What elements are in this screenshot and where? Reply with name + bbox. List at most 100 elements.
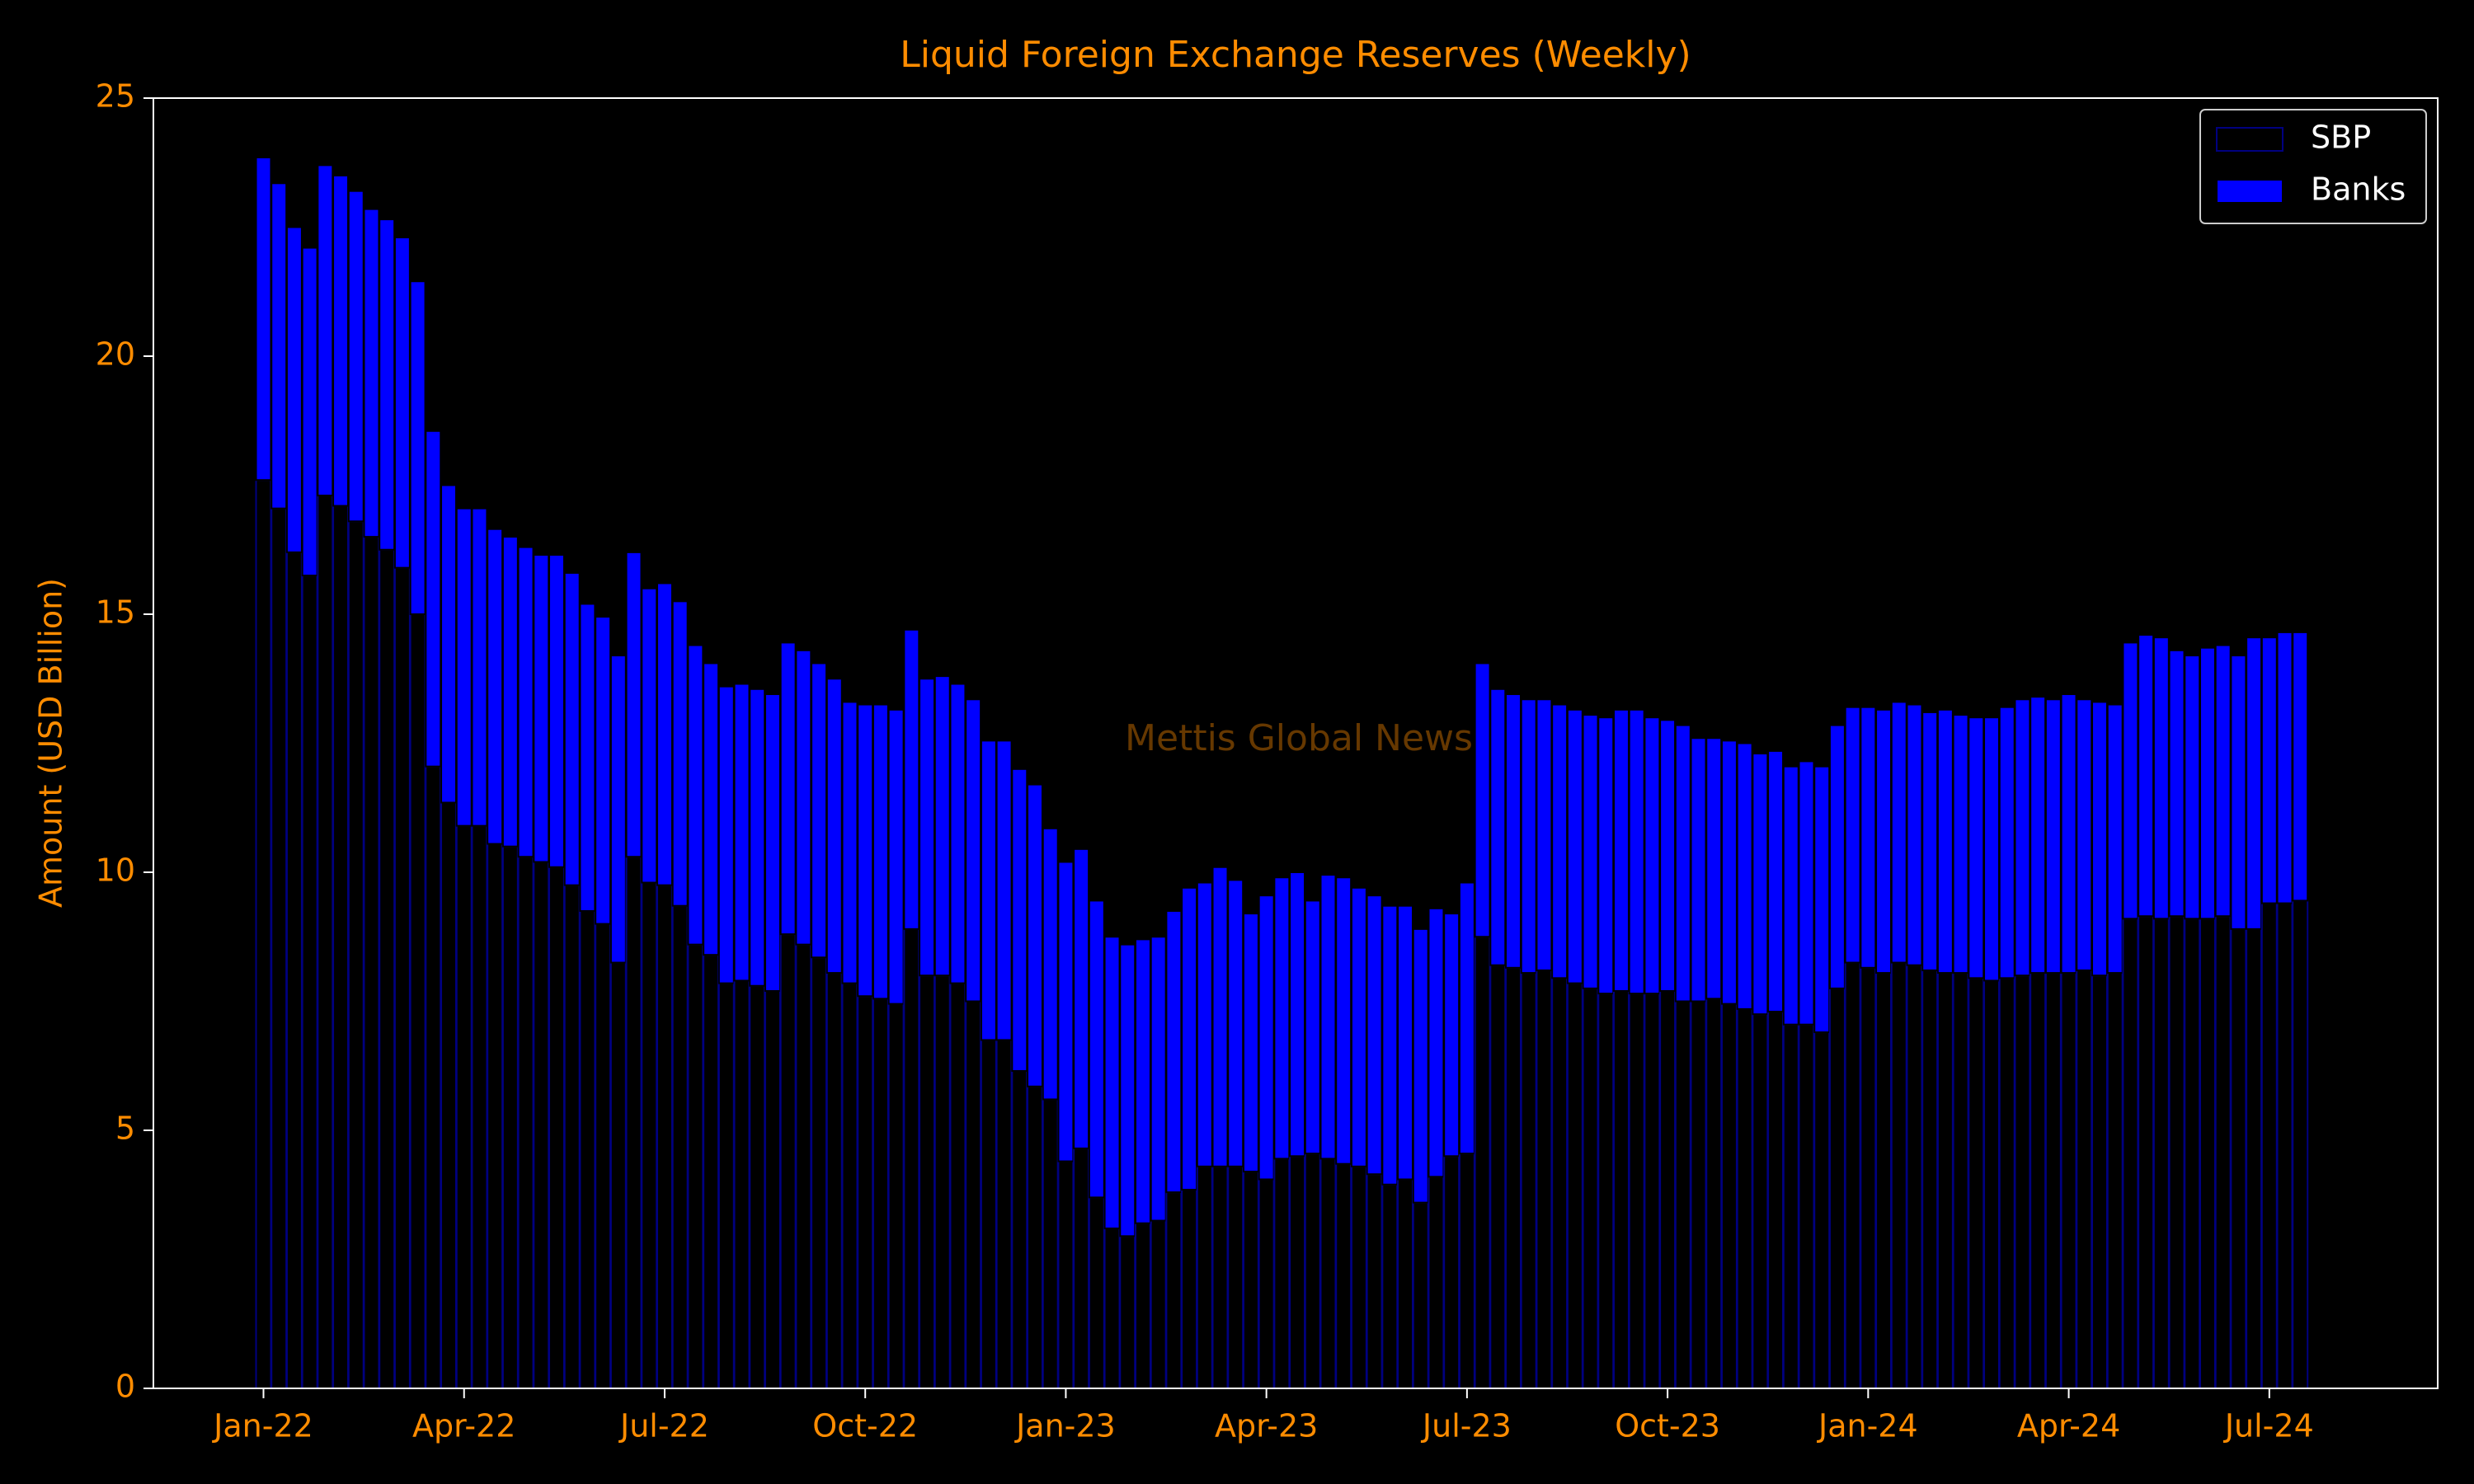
bar-segment bbox=[1520, 972, 1537, 1389]
bar-segment bbox=[548, 554, 565, 868]
bar-segment bbox=[2168, 649, 2185, 918]
bar-segment bbox=[1289, 871, 1306, 1158]
bar-segment bbox=[579, 909, 596, 1389]
bar-segment bbox=[347, 190, 365, 523]
bar-segment bbox=[1674, 1000, 1691, 1389]
bar-segment bbox=[1597, 716, 1615, 995]
bar-segment bbox=[609, 655, 627, 964]
bar-segment bbox=[1998, 977, 2015, 1389]
bar-segment bbox=[733, 979, 750, 1389]
bar-segment bbox=[1319, 1158, 1337, 1390]
bar-segment bbox=[1242, 913, 1259, 1173]
bar-segment bbox=[501, 536, 519, 848]
x-tick-label: Oct-22 bbox=[812, 1408, 918, 1444]
bar-segment bbox=[2106, 703, 2124, 974]
bar-segment bbox=[501, 845, 519, 1389]
bar-segment bbox=[887, 708, 905, 1005]
bar-segment bbox=[1968, 977, 1985, 1389]
bar-segment bbox=[1335, 876, 1352, 1165]
x-tick-label: Jul-24 bbox=[2223, 1408, 2314, 1444]
bar-segment bbox=[919, 678, 936, 977]
bar-segment bbox=[2292, 631, 2309, 902]
bar-segment bbox=[393, 237, 411, 569]
bar-segment bbox=[625, 551, 642, 858]
bar-segment bbox=[1103, 936, 1121, 1229]
bar-segment bbox=[1767, 749, 1785, 1013]
bar-segment bbox=[1165, 1191, 1183, 1389]
bar-segment bbox=[409, 280, 426, 615]
bar-segment bbox=[1720, 740, 1738, 1005]
bar-segment bbox=[1134, 938, 1151, 1224]
bar-segment bbox=[687, 644, 704, 946]
bar-segment bbox=[1304, 1153, 1321, 1390]
bar-segment bbox=[379, 548, 396, 1389]
bar-segment bbox=[2044, 698, 2062, 974]
bar-segment bbox=[1258, 895, 1275, 1181]
bar-segment bbox=[980, 740, 997, 1041]
bar-segment bbox=[1258, 1178, 1275, 1389]
bar-segment bbox=[764, 989, 781, 1389]
bar-segment bbox=[2091, 974, 2108, 1389]
bar-segment bbox=[2246, 636, 2263, 930]
bar-segment bbox=[1397, 1178, 1414, 1389]
bar-segment bbox=[270, 182, 288, 510]
bar-segment bbox=[2184, 918, 2201, 1389]
bar-segment bbox=[270, 507, 288, 1389]
bar-segment bbox=[1427, 907, 1445, 1178]
bar-segment bbox=[1736, 1007, 1753, 1389]
bar-segment bbox=[887, 1003, 905, 1389]
bar-segment bbox=[1906, 964, 1923, 1390]
bar-segment bbox=[965, 698, 982, 1003]
legend-label: Banks bbox=[2311, 171, 2406, 208]
bar-segment bbox=[1983, 716, 2001, 982]
bar-segment bbox=[2060, 972, 2077, 1389]
bar-segment bbox=[841, 982, 858, 1389]
bar-segment bbox=[1551, 703, 1569, 979]
bar-segment bbox=[1011, 1070, 1028, 1389]
bar-segment bbox=[965, 1000, 982, 1389]
bar-segment bbox=[1705, 737, 1723, 1000]
bar-segment bbox=[1057, 1160, 1075, 1390]
bar-segment bbox=[1983, 979, 2001, 1389]
bar-segment bbox=[656, 582, 673, 886]
bar-segment bbox=[255, 479, 272, 1389]
bar-segment bbox=[2214, 915, 2232, 1389]
bar-segment bbox=[2122, 918, 2139, 1389]
bar-segment bbox=[1073, 848, 1090, 1149]
bar-segment bbox=[1273, 1158, 1291, 1390]
bar-segment bbox=[1582, 987, 1599, 1389]
bar-segment bbox=[641, 587, 658, 884]
bar-segment bbox=[1566, 708, 1583, 984]
bar-segment bbox=[841, 701, 858, 984]
bar-segment bbox=[1813, 765, 1831, 1034]
bar-segment bbox=[2276, 902, 2293, 1390]
bar-segment bbox=[764, 693, 781, 992]
bar-segment bbox=[2014, 698, 2031, 977]
bar-segment bbox=[1196, 881, 1213, 1167]
bar-segment bbox=[1381, 1183, 1399, 1389]
bar-segment bbox=[857, 995, 874, 1389]
bar-segment bbox=[1644, 993, 1661, 1389]
x-tick-label: Oct-23 bbox=[1615, 1408, 1720, 1444]
bar-segment bbox=[1736, 742, 1753, 1010]
bar-segment bbox=[1674, 724, 1691, 1003]
bar-segment bbox=[1628, 708, 1645, 995]
legend-swatch bbox=[2216, 179, 2284, 204]
bar-segment bbox=[440, 801, 458, 1389]
bar-segment bbox=[1042, 827, 1059, 1101]
x-tick-label: Apr-24 bbox=[2017, 1408, 2120, 1444]
bar-segment bbox=[301, 247, 318, 577]
bar-segment bbox=[1505, 693, 1522, 969]
bar-segment bbox=[1520, 698, 1537, 974]
y-tick-label: 10 bbox=[96, 852, 135, 889]
bar-segment bbox=[1381, 904, 1399, 1186]
bar-segment bbox=[1397, 904, 1414, 1181]
bar-segment bbox=[1458, 881, 1475, 1155]
bar-segment bbox=[1196, 1165, 1213, 1389]
bar-segment bbox=[255, 156, 272, 481]
bar-segment bbox=[1366, 895, 1383, 1176]
bar-segment bbox=[1890, 701, 1907, 964]
bar-segment bbox=[1536, 969, 1553, 1389]
bar-segment bbox=[1628, 993, 1645, 1389]
bar-segment bbox=[1612, 708, 1630, 992]
